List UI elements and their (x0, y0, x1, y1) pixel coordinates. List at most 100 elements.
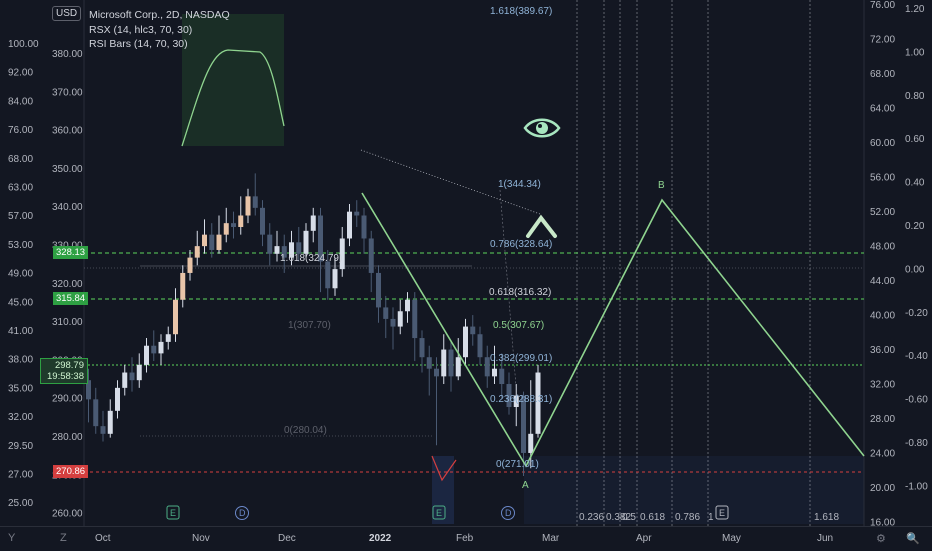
indicator-rsx-label[interactable]: RSX (14, hlc3, 70, 30) (89, 23, 193, 36)
axis-tick-label: 27.00 (8, 470, 33, 481)
left-axis: 100.00 92.00 84.00 76.00 68.00 63.00 57.00 53.0… (8, 39, 39, 509)
candle-body (361, 215, 367, 239)
eye-icon[interactable] (523, 118, 561, 138)
x-label-may: May (722, 533, 741, 544)
currency-badge[interactable]: USD (52, 6, 82, 21)
indicator-rsi-label[interactable]: RSI Bars (14, 70, 30) (89, 38, 188, 50)
fib-label-1618: 1.618(389.67) (490, 6, 552, 17)
candle-body (390, 318, 396, 327)
candle-body (252, 196, 258, 208)
x-label-mar: Mar (542, 533, 560, 544)
candle-body (93, 399, 99, 427)
candle-body (115, 387, 120, 411)
axis-tick-label: 360.00 (52, 126, 83, 137)
candle-body (477, 334, 483, 358)
candle-body (412, 299, 418, 339)
axis-tick-label: 76.00 (870, 0, 895, 11)
axis-tick-label: 38.00 (8, 355, 33, 366)
candle-body (325, 261, 331, 289)
candle-body (296, 242, 302, 254)
gear-icon[interactable]: ⚙ (876, 533, 886, 545)
candle-body (318, 215, 323, 262)
candle-body (470, 326, 476, 335)
candle-body (339, 238, 345, 270)
current-price: 298.79 (54, 360, 84, 371)
candle-body (194, 246, 200, 258)
x-label-nov: Nov (192, 533, 210, 544)
axis-tick-label: 260.00 (52, 509, 83, 520)
candle-body (238, 215, 244, 227)
fib-label-236: 0.236(288.31) (490, 394, 552, 405)
fib-labels: 1.618(389.67) 1(344.34) 0.786(328.64) 0.… (280, 6, 552, 470)
x-label-2022: 2022 (369, 533, 392, 544)
axis-tick-label: 0.40 (905, 178, 925, 189)
candle-body (499, 368, 505, 385)
zoom-icon[interactable]: Z (60, 532, 67, 544)
candle-body (303, 230, 309, 254)
axis-tick-label: 340.00 (52, 202, 83, 213)
candle-body (484, 357, 490, 377)
svg-text:0.5: 0.5 (622, 512, 636, 523)
candle-body (397, 311, 403, 327)
candle-body (535, 372, 541, 434)
axis-tick-label: 60.00 (870, 138, 895, 149)
axis-tick-label: 44.00 (870, 276, 895, 287)
candle-body (426, 357, 432, 369)
candle-body (216, 234, 222, 250)
abcd-pattern-line (361, 192, 865, 468)
candle-body (86, 380, 91, 400)
event-markers[interactable]: E D E D E (166, 505, 729, 520)
axis-tick-label: 32.00 (870, 380, 895, 391)
axis-tick-label: -0.20 (905, 308, 928, 319)
candle-body (158, 341, 164, 354)
time-axis-bar[interactable]: Y Z ⚙ 🔍 (0, 526, 932, 551)
axis-tick-label: 29.50 (8, 441, 33, 452)
axis-tick-label: 45.00 (8, 297, 33, 308)
rsx-curve (181, 49, 285, 147)
axis-tick-label: 36.00 (870, 345, 895, 356)
axis-tick-label: 56.00 (870, 173, 895, 184)
magnifier-icon[interactable]: 🔍 (906, 533, 920, 545)
axis-tick-label: 310.00 (52, 317, 83, 328)
candle-body (368, 238, 374, 273)
axis-tick-label: 380.00 (52, 49, 83, 60)
up-chevron-icon (526, 214, 557, 238)
axis-tick-label: 68.00 (870, 69, 895, 80)
candle-body (434, 368, 439, 377)
axis-tick-label: 0.80 (905, 91, 925, 102)
axis-tick-label: 0.00 (905, 264, 925, 275)
right-axis-outer: 1.20 1.00 0.80 0.60 0.40 0.20 0.00 -0.20 -0.40 -0… (905, 4, 928, 492)
axis-tick-label: 32.00 (8, 412, 33, 423)
svg-text:0.382: 0.382 (606, 512, 631, 523)
axis-tick-label: -1.00 (905, 481, 928, 492)
fib-label-786: 0.786(328.64) (490, 239, 552, 250)
axis-tick-label: 92.00 (8, 68, 33, 79)
candle-body (122, 372, 128, 388)
candle-body (448, 349, 454, 377)
candle-body (267, 234, 273, 254)
candle-body (419, 338, 425, 358)
axis-tick-label: 63.00 (8, 183, 33, 194)
svg-text:0.786: 0.786 (675, 512, 700, 523)
candle-body (165, 334, 171, 342)
inner-axis: 380.00370.00360.00350.00340.00330.00320.… (52, 49, 83, 520)
axis-tick-label: -0.80 (905, 438, 928, 449)
axis-tick-label: -0.40 (905, 351, 928, 362)
y-axis-icon[interactable]: Y (8, 532, 16, 544)
candle-body (129, 372, 135, 381)
svg-text:1.618: 1.618 (814, 512, 839, 523)
axis-tick-label: 1.20 (905, 4, 925, 15)
candle-body (274, 246, 280, 254)
axis-tick-label: -0.60 (905, 395, 928, 406)
candle-body (144, 345, 149, 365)
axis-tick-label: 84.00 (8, 96, 33, 107)
symbol-title[interactable]: Microsoft Corp., 2D, NASDAQ (89, 9, 230, 21)
fib-time-lines (576, 0, 811, 526)
axis-tick-label: 40.00 (870, 311, 895, 322)
axis-tick-label: 68.00 (8, 154, 33, 165)
candle-body (202, 234, 207, 247)
candle-body (209, 234, 215, 250)
candle-body (223, 223, 229, 235)
candle-body (347, 211, 352, 239)
